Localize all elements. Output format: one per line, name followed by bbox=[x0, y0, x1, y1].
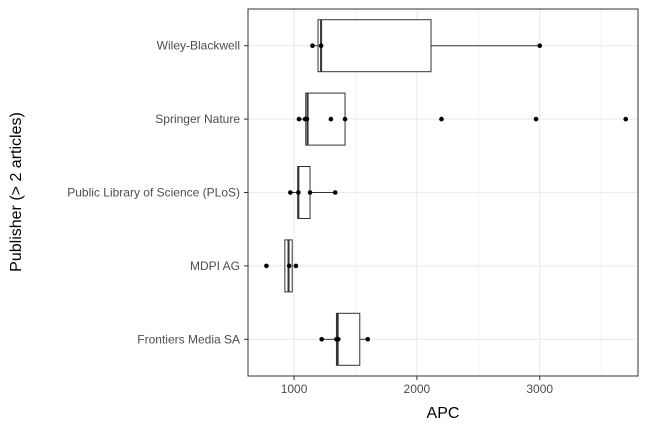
data-point bbox=[439, 116, 444, 122]
boxes-layer bbox=[284, 19, 540, 366]
data-point bbox=[332, 190, 338, 195]
data-point bbox=[623, 116, 629, 122]
y-axis-ticks: Wiley-Blackwell Springer Nature Public Lib… bbox=[67, 39, 248, 346]
data-point bbox=[304, 116, 310, 122]
data-point bbox=[296, 190, 301, 195]
data-point bbox=[537, 43, 543, 48]
data-point bbox=[328, 116, 334, 122]
data-point bbox=[342, 116, 348, 122]
y-tick-label: MDPI AG bbox=[190, 259, 240, 273]
data-point bbox=[335, 337, 341, 342]
data-point bbox=[310, 43, 315, 48]
data-point bbox=[288, 190, 293, 195]
box-rect bbox=[305, 92, 346, 146]
data-point bbox=[286, 263, 292, 269]
box-group bbox=[312, 19, 540, 73]
data-point bbox=[307, 190, 313, 195]
data-point bbox=[318, 43, 324, 48]
x-axis-title: APC bbox=[427, 405, 460, 422]
data-point bbox=[365, 337, 371, 342]
x-tick-label: 2000 bbox=[404, 382, 431, 396]
box-group bbox=[298, 92, 346, 146]
x-tick-label: 3000 bbox=[526, 382, 553, 396]
box-rect bbox=[317, 19, 432, 73]
box-group bbox=[321, 312, 368, 366]
data-point bbox=[264, 263, 269, 269]
x-axis-ticks: 1000 2000 3000 bbox=[281, 376, 553, 396]
x-tick-label: 1000 bbox=[281, 382, 308, 396]
y-axis-title: Publisher (> 2 articles) bbox=[8, 112, 25, 272]
data-point bbox=[296, 116, 302, 122]
points-layer bbox=[264, 43, 629, 342]
y-tick-label: Frontiers Media SA bbox=[137, 332, 240, 346]
data-point bbox=[319, 337, 325, 342]
data-point bbox=[293, 263, 299, 269]
data-point bbox=[533, 116, 539, 122]
y-tick-label: Public Library of Science (PLoS) bbox=[67, 186, 240, 200]
y-tick-label: Wiley-Blackwell bbox=[157, 39, 240, 53]
y-tick-label: Springer Nature bbox=[155, 112, 240, 126]
